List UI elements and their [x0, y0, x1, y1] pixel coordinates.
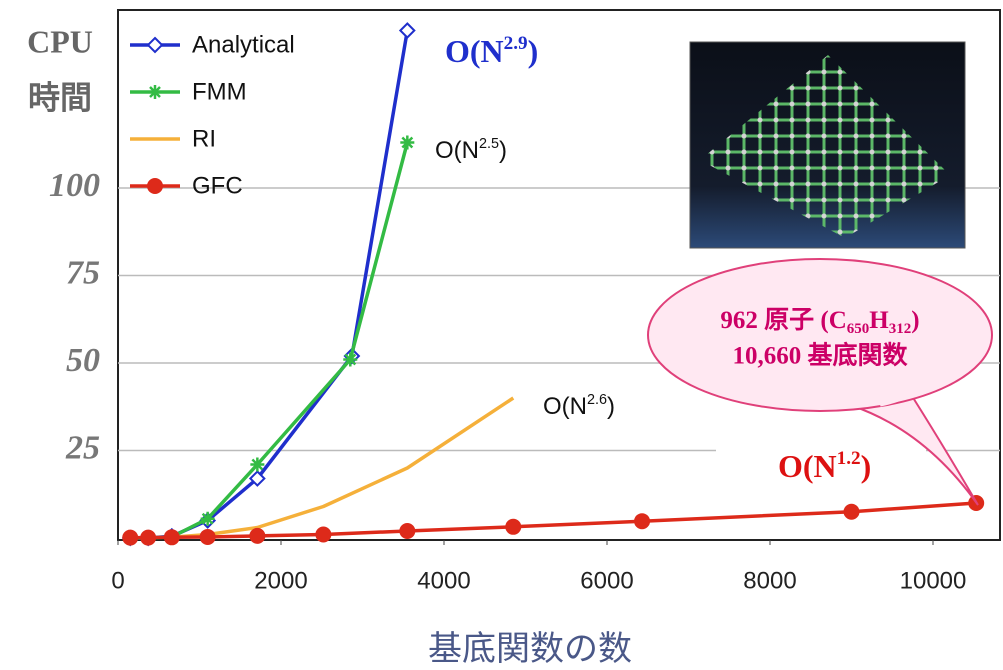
- y-tick-label: 75: [66, 254, 100, 291]
- x-tick-label: 6000: [580, 567, 633, 594]
- marker: [315, 527, 331, 543]
- marker: [148, 85, 162, 99]
- y-tick-label: 100: [49, 167, 100, 204]
- marker: [122, 530, 138, 546]
- text-part: ): [911, 307, 919, 334]
- legend-label: Analytical: [192, 31, 295, 58]
- y-tick-label: 50: [66, 342, 100, 379]
- legend-label: RI: [192, 125, 216, 152]
- text-part: ): [499, 137, 507, 164]
- marker: [250, 458, 264, 472]
- text-part: ): [528, 33, 539, 69]
- text-part: 2.6: [587, 392, 607, 408]
- text-part: ): [607, 393, 615, 420]
- x-axis-label: 基底関数の数: [428, 630, 632, 668]
- legend-label: FMM: [192, 78, 247, 105]
- x-tick-label: 10000: [900, 567, 967, 594]
- text-part: 2.5: [479, 136, 499, 152]
- x-tick-label: 2000: [254, 567, 307, 594]
- x-tick-label: 0: [111, 567, 124, 594]
- marker: [249, 528, 265, 544]
- text-part: 962 原子 (C: [720, 307, 846, 334]
- x-tick-label: 4000: [417, 567, 470, 594]
- legend-label: GFC: [192, 172, 243, 199]
- text-part: 2.9: [504, 33, 528, 54]
- x-tick-label: 8000: [743, 567, 796, 594]
- y-axis-label: CPU: [27, 23, 93, 59]
- marker: [634, 513, 650, 529]
- text-part: O(N: [435, 137, 479, 164]
- marker: [147, 178, 163, 194]
- y-tick-label: 25: [65, 429, 100, 466]
- marker: [140, 530, 156, 546]
- callout-bubble: [648, 259, 992, 411]
- text-part: O(N: [543, 393, 587, 420]
- text-part: H: [869, 307, 889, 334]
- text-part: 650: [847, 321, 870, 337]
- marker: [164, 529, 180, 545]
- marker: [505, 519, 521, 535]
- marker: [844, 504, 860, 520]
- inset-image: [690, 42, 965, 248]
- marker: [343, 353, 357, 367]
- text-part: ): [861, 448, 872, 484]
- marker: [399, 523, 415, 539]
- text-part: 1.2: [837, 448, 861, 469]
- marker: [200, 529, 216, 545]
- marker: [400, 136, 414, 150]
- text-part: 312: [889, 321, 912, 337]
- text-part: O(N: [778, 448, 837, 484]
- text-part: O(N: [445, 33, 504, 69]
- callout-text: 10,660 基底関数: [732, 341, 908, 370]
- marker: [201, 512, 215, 526]
- chart: 25 50 75 100 0 2000 4000 6000 8000 10000 基底関数の数 CPU…: [0, 0, 1003, 670]
- y-axis-label: 時間: [28, 79, 92, 115]
